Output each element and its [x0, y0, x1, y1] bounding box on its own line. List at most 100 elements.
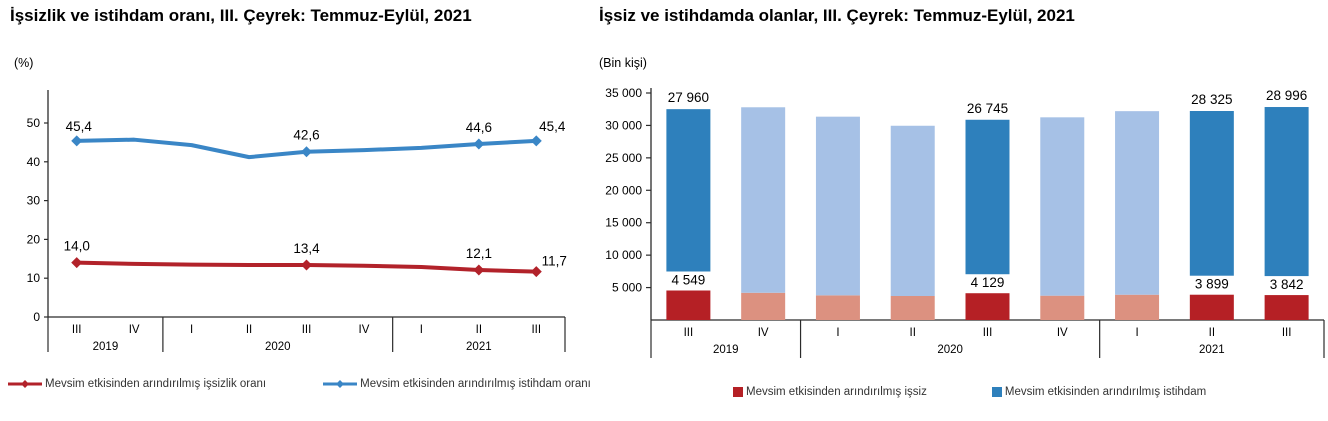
bar-segment-employed	[1040, 117, 1085, 296]
legend-diamond	[336, 380, 345, 388]
data-point-marker	[473, 138, 485, 150]
legend-square	[733, 387, 743, 397]
legend-label: Mevsim etkisinden arındırılmış istihdam …	[360, 378, 591, 390]
y-axis-tick-label: 5 000	[612, 281, 642, 295]
year-tick-label: 2019	[93, 341, 119, 353]
right-chart-unit-label: (Bin kişi)	[599, 56, 647, 70]
quarter-tick-label: IV	[758, 327, 769, 339]
quarter-tick-label: I	[1135, 327, 1138, 339]
bar-segment-employed	[1115, 111, 1160, 295]
bar-segment-employed	[666, 109, 711, 272]
quarter-tick-label: III	[72, 324, 82, 336]
bar-value-label-employed: 27 960	[668, 90, 709, 105]
quarter-tick-label: III	[302, 324, 312, 336]
quarter-tick-label: I	[420, 324, 423, 336]
data-point-label: 42,6	[293, 128, 319, 143]
bar-value-label-employed: 26 745	[967, 101, 1008, 116]
year-tick-label: 2021	[1199, 344, 1225, 356]
legend-item-unemployment-rate: Mevsim etkisinden arındırılmış işsizlik …	[8, 378, 266, 390]
bar-segment-employed	[741, 107, 786, 293]
legend-item-employed: Mevsim etkisinden arındırılmış istihdam	[991, 386, 1207, 398]
line-swatch-icon	[8, 379, 42, 389]
bar-segment-unemployed	[890, 296, 935, 320]
data-point-marker	[530, 266, 542, 278]
right-chart-title: İşsiz ve istihdamda olanlar, III. Çeyrek…	[599, 6, 1075, 25]
bar-value-label-unemployed: 3 842	[1270, 277, 1304, 292]
quarter-tick-label: IV	[1057, 327, 1068, 339]
right-chart-legend: Mevsim etkisinden arındırılmış işsiz Mev…	[733, 386, 1206, 398]
year-tick-label: 2020	[265, 341, 291, 353]
y-axis-tick-label: 20 000	[605, 183, 642, 197]
bar-value-label-unemployed: 4 549	[671, 272, 705, 287]
quarter-tick-label: III	[983, 327, 993, 339]
bar-segment-employed	[815, 116, 860, 296]
legend-square	[991, 387, 1002, 397]
data-point-label: 14,0	[64, 239, 90, 254]
legend-line-marker-icon	[323, 380, 358, 388]
year-tick-label: 2021	[466, 341, 492, 353]
quarter-tick-label: I	[836, 327, 839, 339]
bar-segment-unemployed	[1040, 295, 1085, 320]
bar-segment-employed	[965, 119, 1010, 275]
bar-segment-employed	[1189, 111, 1234, 276]
bar-segment-unemployed	[1115, 294, 1160, 320]
data-point-label: 11,7	[542, 254, 567, 269]
square-swatch-icon	[733, 387, 743, 397]
data-point-marker	[473, 264, 485, 276]
data-point-marker	[71, 257, 83, 269]
bar-segment-employed	[1264, 107, 1309, 277]
legend-label: Mevsim etkisinden arındırılmış işsizlik …	[45, 378, 267, 390]
data-point-marker	[301, 259, 312, 271]
quarter-tick-label: IV	[359, 324, 370, 336]
y-axis-tick-label: 25 000	[605, 151, 642, 165]
legend-label: Mevsim etkisinden arındırılmış işsiz	[746, 386, 927, 398]
y-axis-tick-label: 10 000	[605, 248, 642, 262]
square-swatch-icon	[991, 387, 1002, 397]
bar-segment-unemployed	[1264, 295, 1309, 320]
year-tick-label: 2019	[713, 344, 739, 356]
y-axis-tick-label: 30 000	[605, 118, 642, 132]
quarter-tick-label: II	[476, 324, 482, 336]
bar-segment-employed	[890, 125, 935, 297]
quarter-tick-label: III	[531, 324, 541, 336]
y-axis-tick-label: 0	[33, 310, 40, 324]
quarter-tick-label: III	[684, 327, 694, 339]
bar-segment-unemployed	[741, 292, 786, 320]
legend-line-marker-icon	[8, 380, 42, 388]
y-axis-tick-label: 40	[27, 155, 41, 169]
data-point-label: 45,4	[66, 119, 93, 134]
unemployment-rate-line-chart: İşsizlik ve istihdam oranı, III. Çeyrek:…	[0, 0, 591, 421]
legend-item-employment-rate: Mevsim etkisinden arındırılmış istihdam …	[323, 378, 591, 390]
legend-square-marker-icon	[991, 387, 1002, 397]
data-point-marker	[301, 146, 312, 158]
data-point-label: 12,1	[466, 246, 492, 261]
data-point-label: 45,4	[539, 119, 566, 134]
bar-chart-plot: 5 000 10 000 15 000 20 000 25 000 30 000 35 00…	[605, 86, 1325, 358]
data-point-label: 13,4	[293, 241, 320, 256]
quarter-tick-label: II	[1209, 327, 1215, 339]
data-point-marker	[530, 135, 542, 147]
bar-segment-unemployed	[666, 290, 711, 320]
quarter-tick-label: I	[190, 324, 193, 336]
bar-segment-unemployed	[1189, 294, 1234, 320]
bar-segment-unemployed	[965, 293, 1010, 320]
quarter-tick-label: II	[246, 324, 252, 336]
left-chart-legend: Mevsim etkisinden arındırılmış işsizlik …	[8, 378, 591, 390]
left-chart-title: İşsizlik ve istihdam oranı, III. Çeyrek:…	[10, 6, 472, 25]
unemployed-employed-bar-chart: İşsiz ve istihdamda olanlar, III. Çeyrek…	[595, 0, 1328, 421]
legend-diamond	[21, 380, 29, 388]
legend-item-unemployed: Mevsim etkisinden arındırılmış işsiz	[733, 386, 927, 398]
legend-label: Mevsim etkisinden arındırılmış istihdam	[1004, 386, 1207, 398]
y-axis-tick-label: 50	[27, 116, 41, 130]
y-axis-tick-label: 15 000	[605, 216, 642, 230]
bar-segment-unemployed	[815, 295, 860, 320]
data-point-label: 44,6	[466, 120, 492, 135]
quarter-tick-label: II	[910, 327, 916, 339]
y-axis-tick-label: 10	[27, 271, 41, 285]
y-axis-tick-label: 20	[27, 232, 41, 246]
data-point-marker	[71, 135, 83, 147]
year-tick-label: 2020	[937, 344, 963, 356]
bar-value-label-unemployed: 4 129	[971, 275, 1005, 290]
